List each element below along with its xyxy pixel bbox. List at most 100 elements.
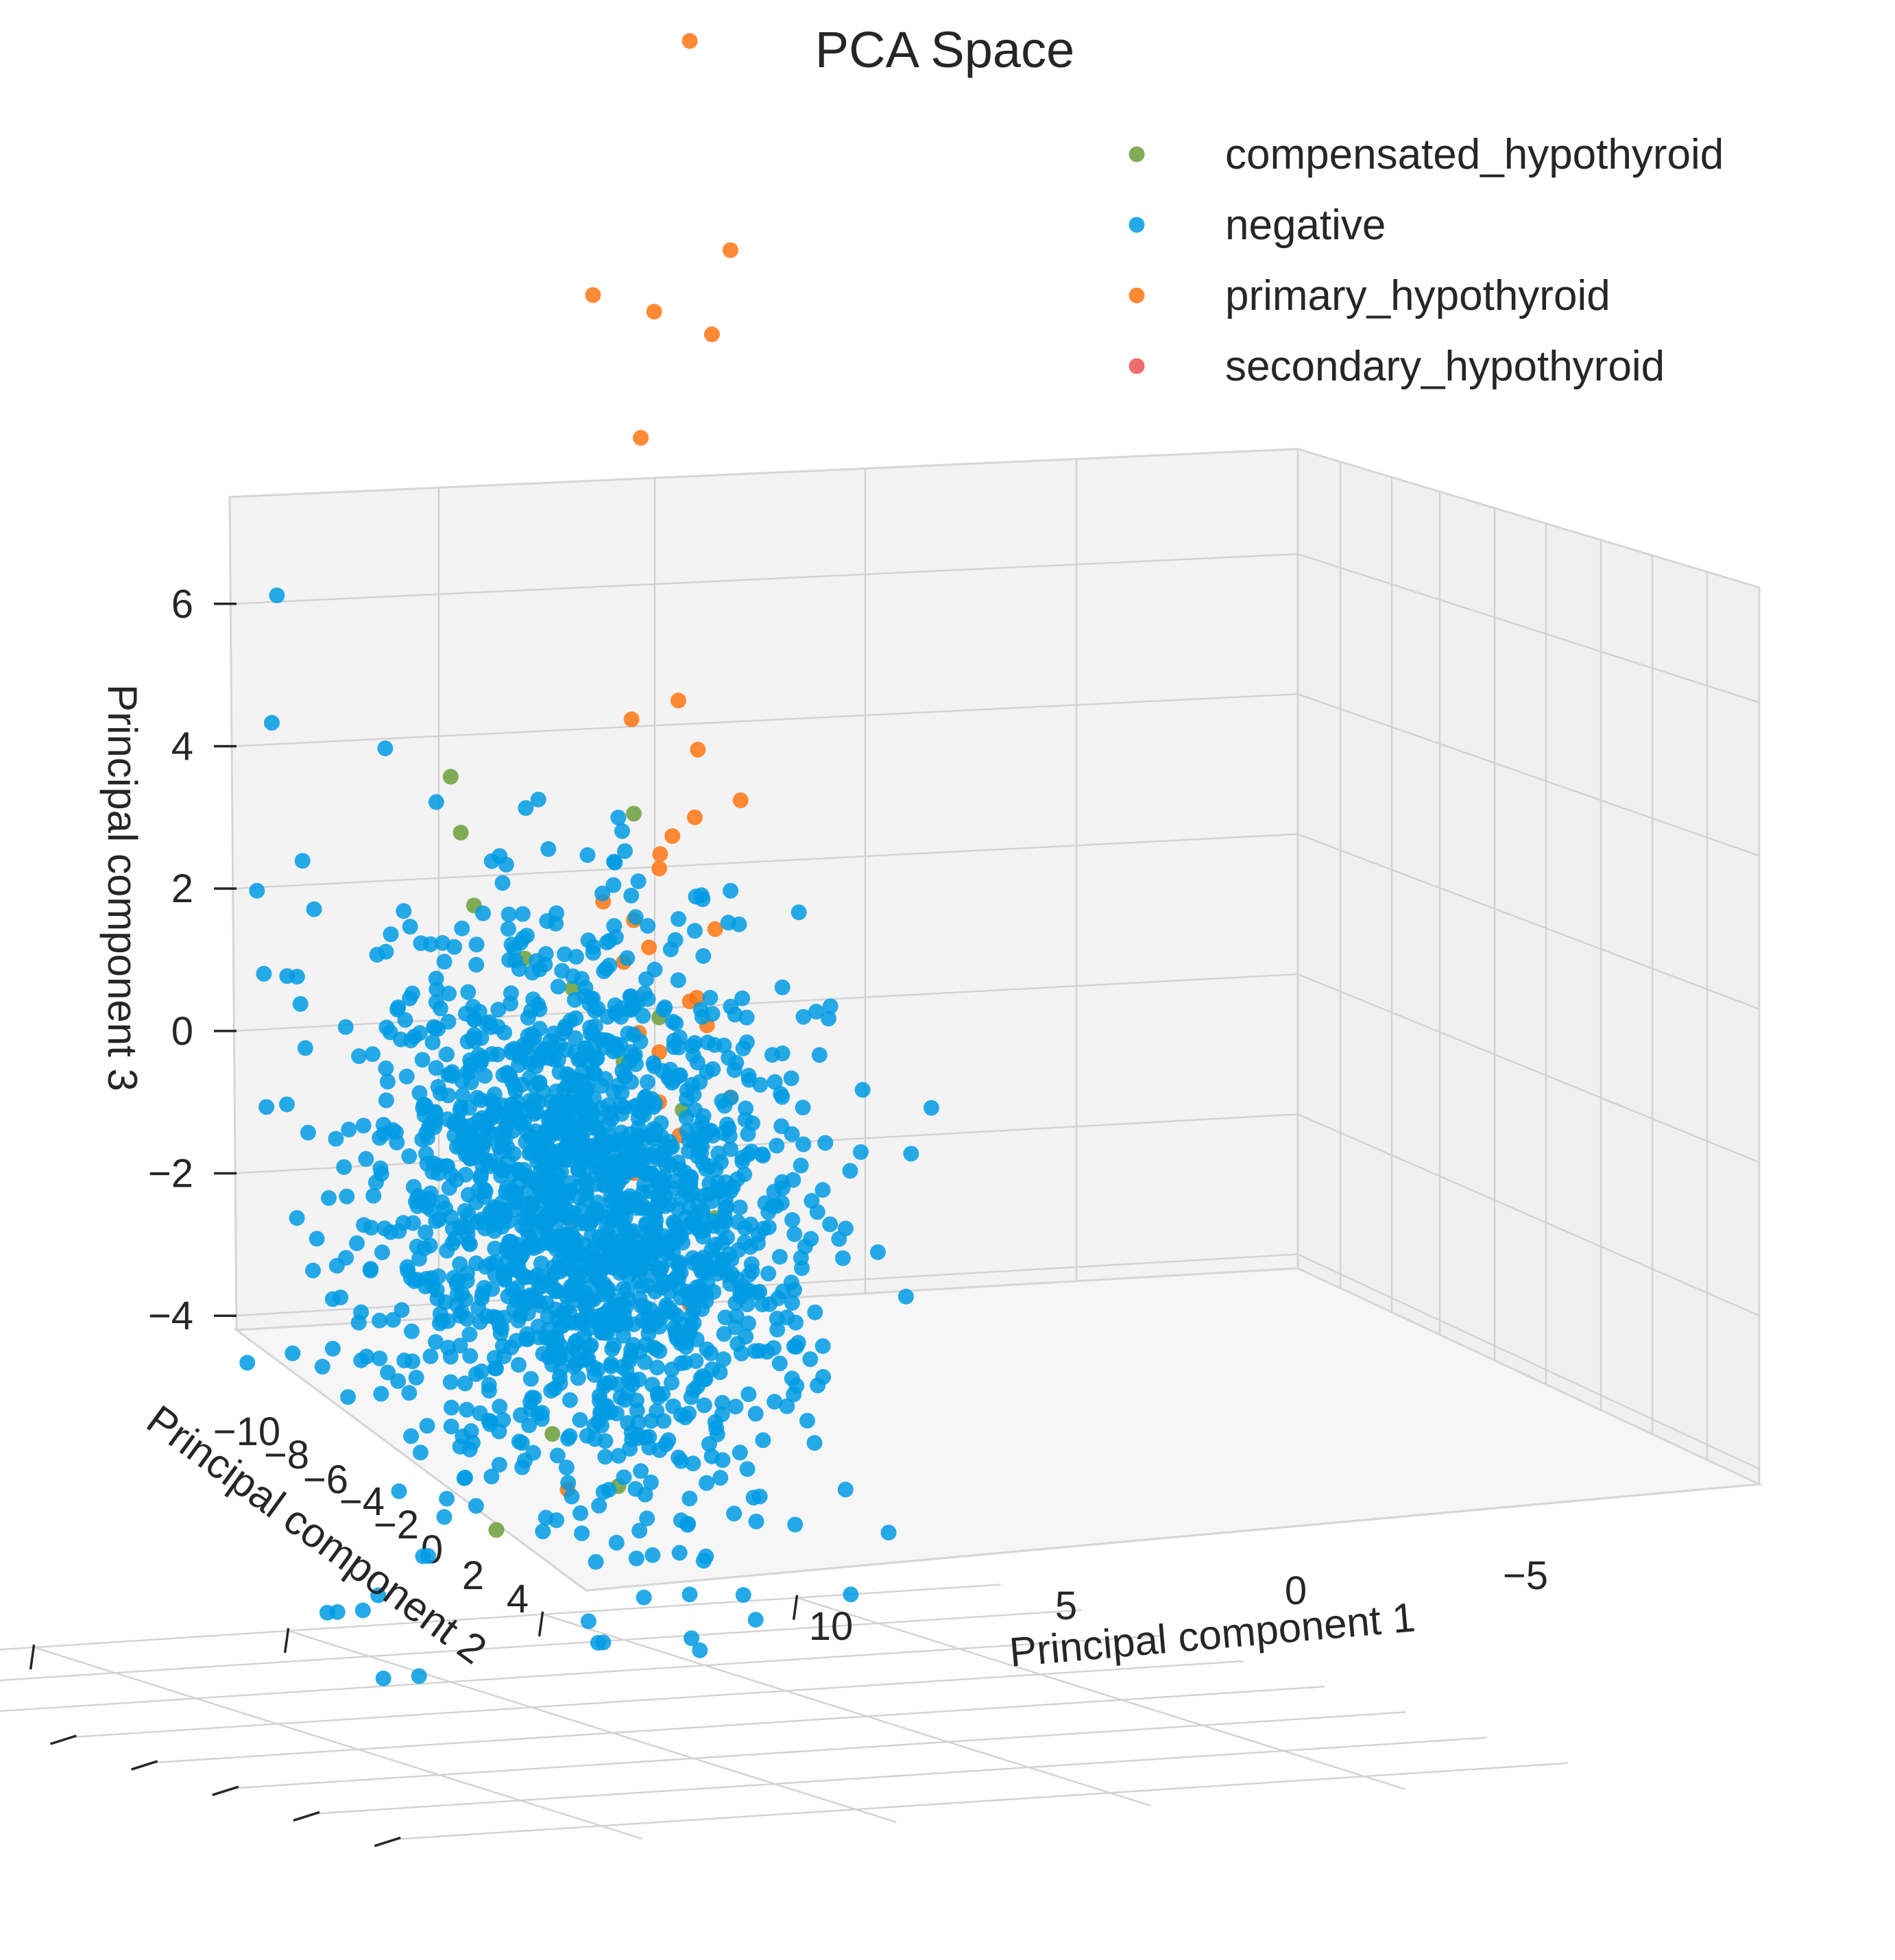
- point-negative: [601, 1204, 618, 1220]
- point-negative: [747, 1343, 763, 1359]
- point-negative: [605, 877, 622, 893]
- grid-line: [398, 1762, 1568, 1840]
- point-negative: [574, 1525, 590, 1542]
- point-negative: [638, 1089, 654, 1104]
- point-negative: [452, 1338, 468, 1354]
- point-negative: [294, 853, 311, 869]
- point-primary-hypothyroid: [732, 792, 749, 808]
- point-negative: [483, 1468, 500, 1485]
- point-negative: [593, 1417, 609, 1433]
- point-negative: [633, 1463, 649, 1479]
- point-negative: [590, 1634, 606, 1651]
- point-negative: [715, 1212, 732, 1228]
- point-negative: [498, 1180, 515, 1196]
- point-negative: [503, 1042, 520, 1058]
- point-negative: [422, 936, 439, 952]
- point-negative: [594, 885, 611, 902]
- point-negative: [391, 1223, 407, 1239]
- point-negative: [454, 1073, 470, 1089]
- point-negative: [351, 1048, 367, 1065]
- point-negative: [492, 1325, 509, 1342]
- point-negative: [673, 1512, 689, 1529]
- point-negative: [608, 1534, 625, 1551]
- point-negative: [520, 1207, 536, 1223]
- point-negative: [807, 1304, 823, 1320]
- point-negative: [775, 1180, 791, 1196]
- point-negative: [610, 1077, 627, 1093]
- point-negative: [640, 1074, 655, 1090]
- point-negative: [548, 1512, 565, 1528]
- point-negative: [495, 1264, 511, 1280]
- point-negative: [664, 1362, 680, 1377]
- point-negative: [587, 1065, 603, 1082]
- point-negative: [552, 1318, 568, 1335]
- point-negative: [324, 1291, 341, 1307]
- point-negative: [555, 1025, 571, 1041]
- point-negative: [378, 943, 394, 960]
- point-negative: [637, 1486, 653, 1503]
- y-tick-label: −6: [303, 1457, 348, 1502]
- point-negative: [760, 1266, 777, 1282]
- point-negative: [695, 1202, 711, 1219]
- point-negative: [734, 990, 751, 1006]
- point-negative: [771, 1355, 788, 1372]
- point-negative: [279, 968, 295, 984]
- point-negative: [601, 1135, 618, 1151]
- point-negative: [427, 1113, 444, 1130]
- point-negative: [603, 1358, 619, 1375]
- x-tick-mark: [538, 1611, 544, 1637]
- point-negative: [408, 1370, 424, 1386]
- point-negative: [459, 1311, 475, 1327]
- point-negative: [644, 1547, 661, 1563]
- point-negative: [491, 1457, 507, 1473]
- point-negative: [457, 1469, 473, 1486]
- point-negative: [530, 1405, 546, 1422]
- point-negative: [924, 1100, 939, 1116]
- point-negative: [502, 1068, 518, 1084]
- point-negative: [718, 1174, 734, 1190]
- point-negative: [396, 903, 412, 919]
- point-negative: [372, 1160, 389, 1176]
- grid-line: [232, 693, 1299, 747]
- point-negative: [678, 1209, 695, 1225]
- point-negative: [799, 1412, 815, 1429]
- point-negative: [411, 1085, 428, 1101]
- point-negative: [441, 985, 457, 1002]
- point-negative: [459, 1401, 475, 1418]
- point-negative: [834, 1250, 851, 1266]
- point-negative: [620, 1026, 636, 1041]
- point-negative: [538, 1167, 555, 1184]
- point-negative: [538, 1330, 554, 1346]
- grid-line: [288, 1630, 897, 1824]
- point-negative: [715, 1125, 732, 1141]
- point-negative: [788, 1377, 805, 1394]
- point-negative: [688, 1353, 704, 1369]
- point-negative: [715, 1351, 732, 1368]
- point-negative: [598, 1221, 614, 1237]
- point-negative: [580, 1613, 596, 1630]
- point-negative: [664, 1074, 680, 1091]
- point-negative: [610, 810, 627, 825]
- point-negative: [349, 1235, 365, 1251]
- point-negative: [258, 1099, 275, 1115]
- point-negative: [340, 1389, 357, 1405]
- point-negative: [501, 952, 518, 968]
- point-negative: [440, 1067, 457, 1083]
- point-negative: [643, 1413, 660, 1429]
- point-primary-hypothyroid: [664, 828, 681, 844]
- chart-title: PCA Space: [815, 21, 1074, 78]
- y-tick-mark: [212, 1785, 239, 1796]
- point-negative: [837, 1481, 854, 1498]
- point-negative: [726, 1505, 743, 1522]
- point-negative: [638, 1165, 653, 1182]
- point-negative: [377, 740, 394, 757]
- point-negative: [727, 1399, 744, 1415]
- point-negative: [808, 1004, 825, 1020]
- point-negative: [699, 1475, 715, 1491]
- point-negative: [549, 1447, 566, 1464]
- point-negative: [402, 990, 418, 1006]
- point-negative: [671, 1545, 688, 1561]
- point-negative: [328, 1130, 344, 1147]
- point-negative: [771, 1248, 788, 1265]
